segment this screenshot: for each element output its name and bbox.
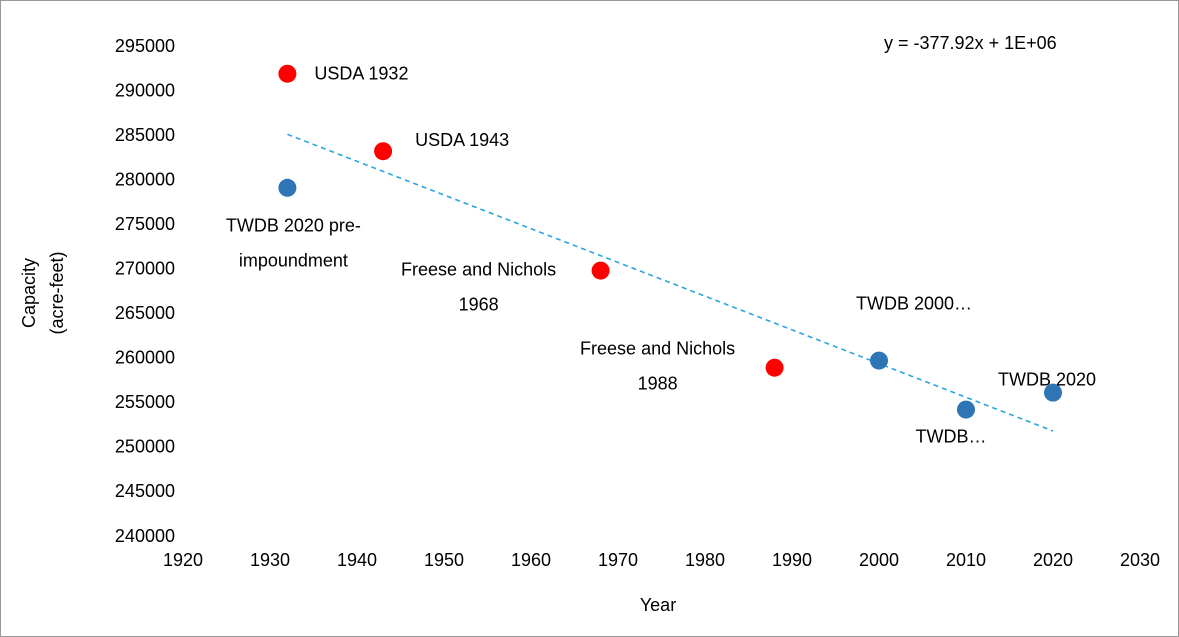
y-tick-label: 250000 [115, 437, 175, 457]
x-tick-label: 1980 [685, 550, 725, 570]
y-tick-label: 275000 [115, 214, 175, 234]
x-tick-label: 2030 [1120, 550, 1160, 570]
x-tick-label: 2000 [859, 550, 899, 570]
point-label: 1988 [638, 373, 678, 393]
point-label: USDA 1932 [314, 63, 408, 83]
y-tick-label: 290000 [115, 80, 175, 100]
trend-equation: y = -377.92x + 1E+06 [884, 33, 1057, 53]
point [278, 178, 297, 197]
y-tick-label: 255000 [115, 392, 175, 412]
point [1044, 383, 1062, 402]
point-label: impoundment [239, 251, 348, 271]
point [957, 400, 975, 419]
point-label: 1968 [459, 294, 499, 314]
x-tick-label: 1990 [772, 550, 812, 570]
point [374, 142, 393, 161]
point-label: Freese and Nichols [580, 338, 735, 358]
y-tick-label: 265000 [115, 303, 175, 323]
y-axis-title: Capacity [19, 258, 39, 328]
y-tick-label: 285000 [115, 125, 175, 145]
point-label: TWDB 2020 pre- [226, 216, 361, 236]
point-label: TWDB 2020 [998, 369, 1096, 389]
y-tick-label: 280000 [115, 169, 175, 189]
y-axis-title: (acre-feet) [47, 251, 67, 334]
x-tick-label: 1940 [337, 550, 377, 570]
y-tick-label: 240000 [115, 526, 175, 546]
x-tick-label: 1950 [424, 550, 464, 570]
point-label: Freese and Nichols [401, 259, 556, 279]
point [765, 358, 784, 377]
point [870, 351, 888, 370]
y-tick-label: 270000 [115, 258, 175, 278]
trendline [287, 133, 1054, 432]
x-tick-label: 2010 [946, 550, 986, 570]
point-label: TWDB 2000… [856, 293, 972, 313]
y-tick-label: 295000 [115, 36, 175, 56]
x-tick-label: 2020 [1033, 550, 1073, 570]
point [278, 64, 297, 83]
point-label: TWDB… [916, 426, 987, 446]
x-tick-label: 1960 [511, 550, 551, 570]
point-label: USDA 1943 [415, 130, 509, 150]
point [591, 261, 610, 280]
x-tick-label: 1930 [250, 550, 290, 570]
y-tick-label: 245000 [115, 481, 175, 501]
x-axis-title: Year [640, 595, 676, 615]
y-tick-label: 260000 [115, 348, 175, 368]
x-tick-label: 1970 [598, 550, 638, 570]
x-tick-label: 1920 [163, 550, 203, 570]
